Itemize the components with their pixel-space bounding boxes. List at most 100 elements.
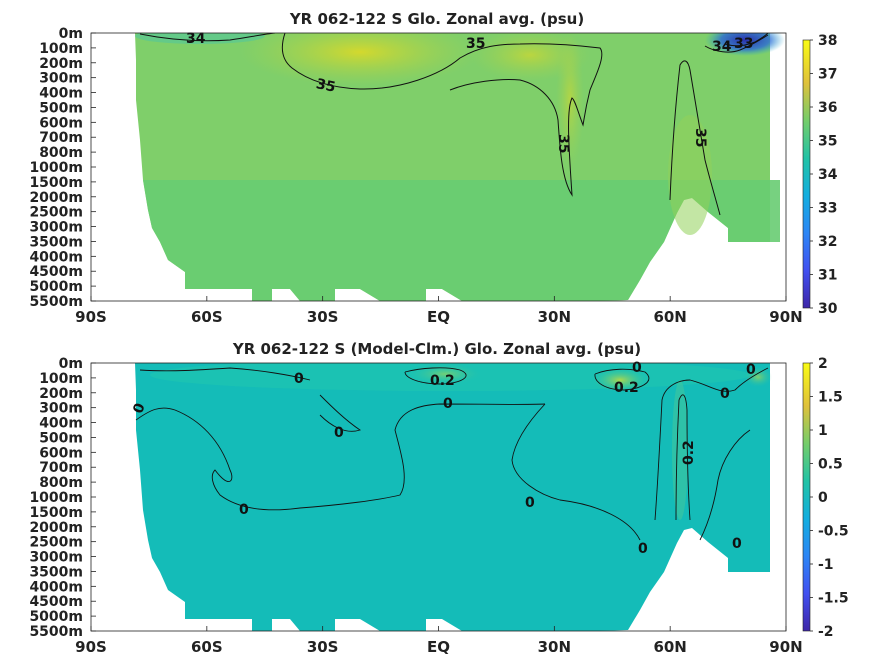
contour-02-a-bottom [404, 367, 467, 385]
title-bottom: YR 062-122 S (Model-Clm.) Glo. Zonal avg… [232, 340, 641, 358]
contour-label: 0 [443, 396, 453, 412]
y-tick-label: 700m [39, 130, 83, 146]
contour-label: 0.2 [614, 380, 639, 396]
colorbar-tick-label: -2 [818, 624, 834, 640]
fresh-left-top [135, 33, 265, 44]
title-top: YR 062-122 S Glo. Zonal avg. (psu) [289, 10, 584, 28]
x-tick-label: 90N [769, 308, 802, 326]
contour-labels-bottom: 0 0 0 0 0.2 0 0 0.2 0.2 0 0 0 0 0 [130, 360, 756, 557]
colorbar-tick-label: 30 [818, 301, 838, 317]
contour-02-b-bottom [594, 368, 650, 391]
colorbar-tick-label: 1 [818, 423, 828, 439]
colorbar-tick-label: 0 [818, 490, 828, 506]
contour-02-c-bottom [675, 394, 691, 521]
contour-label: 0 [732, 536, 742, 552]
y-tick-label: 4500m [29, 264, 83, 280]
contour-0-c-bottom [319, 394, 362, 432]
x-tick-label: 90N [769, 638, 802, 656]
y-tick-label: 600m [39, 445, 83, 461]
contour-35-main-top [281, 33, 603, 197]
y-tick-label: 5500m [29, 624, 83, 640]
y-tick-label: 1000m [29, 160, 83, 176]
y-tick-label: 4500m [29, 594, 83, 610]
contour-label: 0 [638, 541, 648, 557]
panel-bottom: YR 062-122 S (Model-Clm.) Glo. Zonal avg… [29, 340, 848, 656]
colorbar-tick-label: 32 [818, 234, 837, 250]
contour-0-e-bottom [654, 367, 769, 521]
x-tick-label: 30N [538, 638, 571, 656]
contour-label: 35 [466, 36, 485, 52]
polar-shelf-top [668, 115, 712, 235]
y-axis-top: 0m100m200m300m400m500m600m700m800m1000m1… [29, 26, 96, 310]
contour-0-a-bottom [139, 367, 311, 381]
y-tick-label: 200m [39, 56, 83, 72]
field-top [135, 33, 785, 301]
colorbar-tick-label: -1.5 [818, 591, 849, 607]
colorbar-bottom [802, 362, 811, 632]
contour-label: 35 [315, 76, 337, 96]
x-tick-label: EQ [427, 308, 450, 326]
x-axis-top: 90S 60S 30S EQ 30N 60N 90N [75, 296, 803, 326]
colorbar-tick-label: 34 [818, 167, 838, 183]
contour-label: 0 [239, 502, 249, 518]
y-tick-label: 800m [39, 475, 83, 491]
y-tick-label: 200m [39, 386, 83, 402]
colorbar-tick-label: 2 [818, 356, 828, 372]
y-tick-label: 3500m [29, 234, 83, 250]
colorbar-tick-label: 36 [818, 100, 837, 116]
contour-label: 0 [746, 362, 756, 378]
contour-33-arctic-top [724, 33, 769, 47]
y-tick-label: 2000m [29, 190, 83, 206]
colorbar-tick-label: 37 [818, 67, 837, 83]
y-tick-label: 500m [39, 100, 83, 116]
ocean-field-bottom [135, 363, 770, 631]
panel-top: YR 062-122 S Glo. Zonal avg. (psu) 34 35… [29, 10, 837, 326]
x-tick-label: 60N [653, 638, 686, 656]
contour-label: 0 [334, 425, 344, 441]
y-tick-label: 2500m [29, 535, 83, 551]
x-tick-label: 30S [307, 638, 339, 656]
y-tick-label: 300m [39, 71, 83, 87]
x-tick-label: 90S [75, 638, 107, 656]
colorbar-tick-label: -0.5 [818, 524, 849, 540]
y-tick-label: 5000m [29, 279, 83, 295]
salty-patch-top [240, 33, 480, 86]
contour-label: 0 [294, 371, 304, 387]
x-tick-label: 60N [653, 308, 686, 326]
x-tick-label: 60S [191, 638, 223, 656]
colorbar-tick-label: 33 [818, 201, 837, 217]
contour-label: 33 [734, 36, 753, 52]
y-tick-label: 4000m [29, 249, 83, 265]
y-tick-label: 2000m [29, 520, 83, 536]
contour-label: 0 [632, 360, 642, 376]
y-tick-label: 500m [39, 430, 83, 446]
colorbar-ticks-top: 30 31 32 33 34 35 36 37 38 [810, 33, 838, 317]
field-bottom [135, 363, 772, 631]
y-tick-label: 3000m [29, 220, 83, 236]
salty-anomaly-bottom [592, 368, 648, 392]
deep-water-top [140, 180, 780, 301]
contour-0-f-bottom [699, 429, 751, 541]
contour-0-d-bottom [511, 403, 641, 541]
y-tick-label: 600m [39, 115, 83, 131]
colorbar-tick-label: 31 [818, 268, 837, 284]
x-tick-label: EQ [427, 638, 450, 656]
contour-label: 35 [555, 134, 571, 153]
y-tick-label: 1500m [29, 175, 83, 191]
y-tick-label: 2500m [29, 205, 83, 221]
y-tick-label: 5500m [29, 294, 83, 310]
x-tick-label: 90S [75, 308, 107, 326]
x-axis-bottom: 90S 60S 30S EQ 30N 60N 90N [75, 626, 803, 656]
y-tick-label: 700m [39, 460, 83, 476]
y-tick-label: 300m [39, 401, 83, 417]
y-tick-label: 5000m [29, 609, 83, 625]
y-tick-label: 0m [59, 356, 83, 372]
contour-label: 0.2 [430, 373, 455, 389]
y-tick-label: 3000m [29, 550, 83, 566]
contour-label: 0 [720, 386, 730, 402]
colorbar-tick-label: 38 [818, 33, 837, 49]
salty-anomaly-3-bottom [744, 367, 772, 387]
contour-label: 34 [186, 31, 206, 47]
colorbar-tick-label: 35 [818, 134, 837, 150]
